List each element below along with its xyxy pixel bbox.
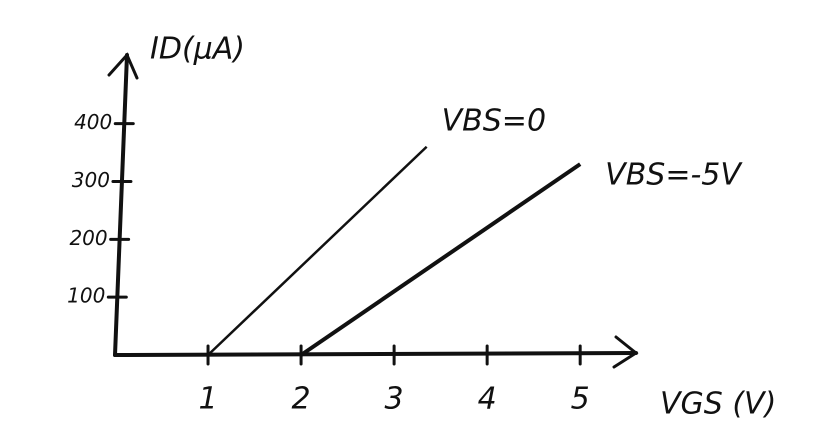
y-tick-label: 100 bbox=[67, 284, 105, 308]
y-tick-label: 200 bbox=[69, 226, 107, 250]
series-line bbox=[207, 145, 428, 356]
y-axis-label: ID(μA) bbox=[150, 32, 245, 67]
y-axis-arrow bbox=[107, 52, 139, 80]
x-axis bbox=[113, 351, 638, 357]
x-tick-label: 2 bbox=[292, 382, 311, 417]
x-tick-label: 1 bbox=[198, 382, 217, 417]
series-line bbox=[299, 162, 582, 357]
x-tick-label: 3 bbox=[385, 382, 404, 417]
y-axis bbox=[113, 53, 129, 357]
x-axis-label: VGS (V) bbox=[660, 387, 776, 422]
x-tick-label: 4 bbox=[478, 382, 497, 417]
x-tick-label: 5 bbox=[571, 382, 590, 417]
series-label: VBS=-5V bbox=[605, 158, 743, 193]
y-tick-label: 300 bbox=[72, 168, 110, 192]
series-label: VBS=0 bbox=[442, 103, 546, 138]
x-axis-arrow bbox=[612, 335, 639, 369]
y-tick-label: 400 bbox=[74, 110, 112, 134]
